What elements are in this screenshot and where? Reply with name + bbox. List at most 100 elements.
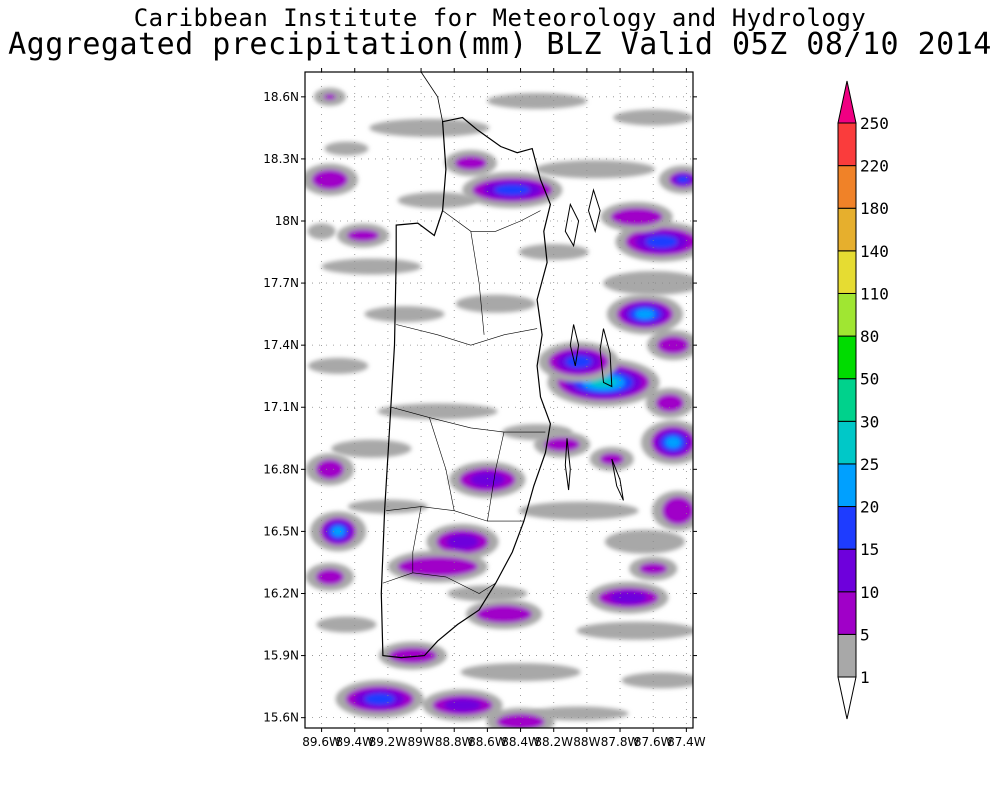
district-boundary	[487, 432, 505, 522]
rain-band	[369, 118, 490, 137]
caye-outline	[564, 438, 571, 491]
colorbar-swatch	[837, 165, 857, 209]
rain-band	[535, 160, 656, 179]
colorbar-swatch	[837, 122, 857, 167]
rain-cell	[449, 461, 526, 498]
colorbar-swatch	[837, 292, 857, 337]
plot-frame	[304, 71, 694, 729]
colorbar-label: 140	[860, 242, 889, 261]
rain-band	[455, 294, 536, 313]
colorbar-swatch	[837, 378, 857, 422]
rain-cell	[629, 556, 678, 581]
light-rain-bands	[307, 92, 693, 721]
lat-tick-label: 16.8N	[263, 462, 299, 476]
rain-band	[460, 663, 581, 682]
rain-cell	[588, 581, 669, 614]
colorbar-label: 5	[860, 625, 870, 644]
colorbar-label: 180	[860, 199, 889, 218]
colorbar-swatch	[837, 633, 857, 678]
rain-band	[613, 109, 693, 126]
lat-tick-label: 18N	[275, 214, 299, 228]
caye-outline	[587, 188, 601, 234]
rain-band	[518, 501, 639, 520]
colorbar-swatch	[837, 463, 857, 508]
institute-title: Caribbean Institute for Meteorology and …	[133, 4, 867, 32]
rain-band	[518, 244, 589, 261]
belize-border	[380, 116, 552, 659]
colorbar-swatch	[837, 591, 857, 635]
rain-cell	[313, 87, 346, 106]
caye-outline	[611, 458, 624, 501]
colorbar-label: 15	[860, 540, 879, 559]
colorbar-label: 250	[860, 114, 889, 133]
lon-tick-label: 89.2W	[369, 735, 408, 749]
rain-band	[364, 306, 445, 323]
rain-cell	[305, 453, 354, 486]
precipitation-field	[305, 87, 693, 728]
rain-cell	[465, 599, 542, 630]
caye-outline	[564, 202, 580, 248]
rain-band	[576, 621, 693, 640]
colorbar-label: 10	[860, 583, 879, 602]
lon-tick-label: 88W	[573, 735, 600, 749]
rain-band	[308, 357, 369, 374]
lat-tick-label: 15.9N	[263, 649, 299, 663]
rain-band	[528, 706, 629, 721]
lon-tick-label: 87.6W	[634, 735, 673, 749]
rain-cell	[337, 223, 390, 248]
lat-tick-label: 16.5N	[263, 524, 299, 538]
colorbar-label: 50	[860, 370, 879, 389]
lon-tick-label: 88.8W	[435, 735, 474, 749]
lat-tick-label: 18.6N	[263, 90, 299, 104]
rain-cell	[422, 689, 503, 722]
rain-band	[307, 223, 336, 240]
rain-band	[324, 141, 369, 156]
colorbar-label: 1	[860, 668, 870, 687]
rain-cell	[305, 163, 358, 196]
district-boundary	[442, 210, 541, 232]
district-boundary	[429, 417, 455, 511]
colorbar-label: 220	[860, 157, 889, 176]
rain-band	[331, 439, 412, 458]
rain-cell	[378, 641, 447, 670]
colorbar-label: 25	[860, 455, 879, 474]
rain-cell	[647, 330, 693, 361]
rain-cell	[641, 420, 693, 465]
rain-band	[377, 403, 498, 420]
international-border	[420, 72, 443, 122]
rain-band	[316, 616, 377, 633]
rain-band	[487, 92, 588, 109]
district-boundary	[396, 324, 538, 346]
rain-cell	[335, 680, 424, 719]
lat-tick-label: 17.7N	[263, 276, 299, 290]
map-title: Aggregated precipitation(mm) BLZ Valid 0…	[8, 27, 992, 62]
lon-tick-label: 88.2W	[534, 735, 573, 749]
colorbar-swatch	[837, 250, 857, 294]
lat-tick-label: 17.4N	[263, 338, 299, 352]
colorbar-min-arrow	[837, 676, 857, 720]
coastline-and-borders	[380, 72, 624, 659]
rain-band	[621, 672, 693, 689]
rain-cell	[615, 221, 693, 262]
colorbar-label: 30	[860, 412, 879, 431]
rain-cell	[600, 201, 673, 232]
rain-cell	[538, 341, 619, 382]
colorbar-swatch	[837, 506, 857, 550]
colorbar-label: 110	[860, 284, 889, 303]
lon-tick-label: 89W	[407, 735, 434, 749]
rain-cell	[659, 165, 693, 194]
colorbar-swatch	[837, 207, 857, 252]
colorbar-label: 80	[860, 327, 879, 346]
lon-tick-label: 88.4W	[501, 735, 540, 749]
gridlines	[305, 72, 693, 728]
rain-cell	[310, 511, 367, 552]
rain-band	[604, 529, 685, 554]
colorbar-swatch	[837, 335, 857, 380]
lat-tick-label: 18.3N	[263, 152, 299, 166]
lat-tick-label: 16.2N	[263, 586, 299, 600]
lon-tick-label: 89.4W	[335, 735, 374, 749]
lat-tick-label: 15.6N	[263, 711, 299, 725]
rain-band	[397, 192, 478, 209]
lon-tick-label: 87.8W	[601, 735, 640, 749]
